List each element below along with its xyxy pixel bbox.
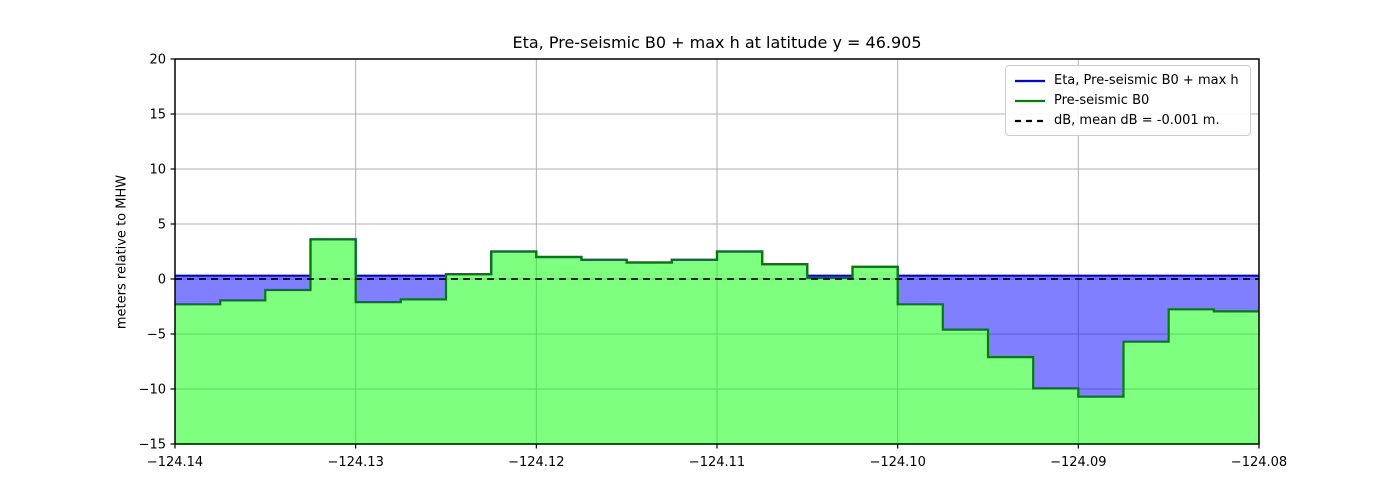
x-tick-label: −124.08 — [1231, 455, 1287, 470]
y-tick-label: −5 — [147, 328, 166, 343]
legend-item: Eta, Pre-seismic B0 + max h — [1015, 73, 1239, 88]
legend-item-label: dB, mean dB = -0.001 m. — [1054, 113, 1220, 128]
y-tick-label: 15 — [149, 108, 166, 123]
legend-dashed-line-sample — [1015, 119, 1045, 122]
legend-line-sample — [1015, 79, 1045, 82]
legend: Eta, Pre-seismic B0 + max h Pre-seismic B… — [1005, 65, 1251, 136]
y-tick-label: −15 — [139, 438, 166, 453]
x-tick-label: −124.13 — [327, 455, 383, 470]
legend-item: Pre-seismic B0 — [1015, 93, 1239, 108]
y-tick-label: 5 — [158, 218, 166, 233]
y-tick-label: 20 — [149, 53, 166, 68]
y-tick-label: 10 — [149, 163, 166, 178]
x-tick-label: −124.09 — [1050, 455, 1106, 470]
chart-title: Eta, Pre-seismic B0 + max h at latitude … — [512, 33, 922, 52]
x-tick-label: −124.12 — [508, 455, 564, 470]
x-tick-label: −124.11 — [689, 455, 745, 470]
legend-line-sample — [1015, 99, 1045, 102]
legend-item-label: Eta, Pre-seismic B0 + max h — [1054, 73, 1239, 88]
y-tick-label: 0 — [158, 273, 166, 288]
x-tick-label: −124.14 — [147, 455, 203, 470]
y-tick-label: −10 — [139, 383, 166, 398]
legend-item-label: Pre-seismic B0 — [1054, 93, 1150, 108]
x-tick-label: −124.10 — [869, 455, 925, 470]
y-axis-label: meters relative to MHW — [114, 174, 130, 330]
legend-item: dB, mean dB = -0.001 m. — [1015, 113, 1239, 128]
b0-line — [175, 238, 1259, 398]
